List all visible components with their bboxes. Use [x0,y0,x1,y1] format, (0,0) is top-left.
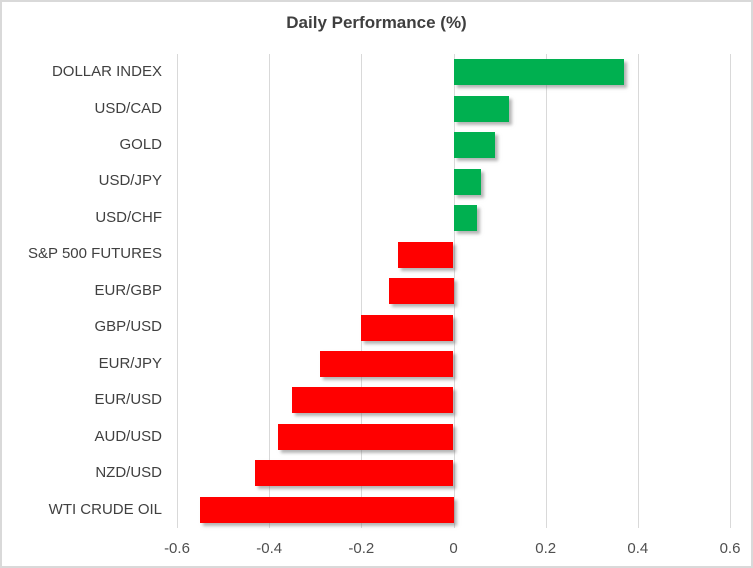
gridline [637,54,639,528]
gridline [545,54,547,528]
category-label: EUR/JPY [98,354,162,372]
x-tick-label: 0.4 [627,540,649,557]
bar [453,132,495,159]
bar [453,205,477,232]
category-label: USD/CHF [95,208,162,226]
bar [319,350,454,377]
chart-title: Daily Performance (%) [286,13,467,32]
category-label: EUR/USD [94,391,162,409]
x-tick-label: 0 [449,540,458,557]
category-label: EUR/GBP [94,281,162,299]
category-label: GBP/USD [94,318,162,336]
bar [361,314,454,341]
x-tick-label: -0.4 [256,540,283,557]
category-label: AUD/USD [94,427,162,445]
bar [278,423,454,450]
category-label: USD/CAD [94,99,162,117]
bar [200,496,454,523]
bar [389,278,454,304]
category-label: USD/JPY [98,172,162,190]
category-label: DOLLAR INDEX [51,63,162,80]
bar [292,387,454,414]
category-label: GOLD [119,135,162,153]
bar [453,59,624,86]
gridline [177,54,178,528]
x-tick-label: -0.6 [164,540,190,557]
category-label: NZD/USD [95,464,162,482]
x-tick-label: 0.2 [535,540,557,557]
bar [453,168,482,195]
category-label: S&P 500 FUTURES [28,245,162,263]
gridline [453,54,455,528]
gridline [730,54,731,528]
x-tick-label: 0.6 [719,540,741,557]
bar [255,460,454,487]
gridline [269,54,271,528]
gridline [361,54,363,528]
bar [453,95,509,122]
category-label: WTI CRUDE OIL [48,500,162,518]
bar [398,241,454,268]
x-tick-label: -0.2 [348,540,375,557]
